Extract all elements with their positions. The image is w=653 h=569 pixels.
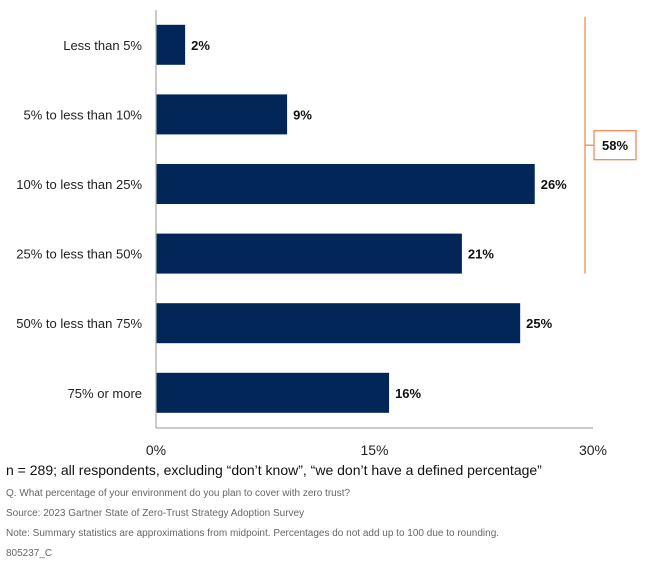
category-label: 50% to less than 75%	[16, 316, 142, 331]
bar	[156, 233, 462, 274]
value-label: 16%	[395, 386, 421, 401]
value-label: 21%	[468, 247, 494, 262]
annotation-bracket: 58%	[584, 16, 637, 274]
category-label: Less than 5%	[63, 38, 142, 53]
x-tick-label: 0%	[146, 442, 166, 458]
category-label: 25% to less than 50%	[16, 247, 142, 262]
bar-chart: Less than 5% 2% 5% to less than 10% 9% 10% t…	[16, 10, 637, 458]
value-label: 9%	[293, 107, 312, 122]
x-tick-labels: 0% 15% 30%	[146, 442, 607, 458]
bar-group: 10% to less than 25% 26%	[16, 164, 567, 204]
category-label: 75% or more	[68, 386, 142, 401]
category-label: 5% to less than 10%	[23, 107, 142, 122]
value-label: 25%	[526, 316, 552, 331]
bar	[156, 164, 535, 204]
sample-size-note: n = 289; all respondents, excluding “don…	[6, 462, 542, 478]
bar	[156, 303, 521, 344]
x-tick-label: 15%	[360, 442, 388, 458]
source-note: Source: 2023 Gartner State of Zero-Trust…	[6, 508, 305, 519]
bar	[156, 372, 390, 413]
value-label: 26%	[541, 177, 567, 192]
survey-question-note: Q. What percentage of your environment d…	[6, 488, 351, 499]
bracket-label: 58%	[602, 138, 628, 153]
bar	[156, 94, 288, 135]
figure-id: 805237_C	[6, 548, 53, 559]
bar-group: 50% to less than 75% 25%	[16, 303, 553, 344]
bracket-label-box	[593, 130, 637, 161]
summary-note: Note: Summary statistics are approximati…	[6, 528, 500, 539]
bar-group: 25% to less than 50% 21%	[16, 233, 494, 274]
bar	[156, 24, 186, 65]
bar-group: 5% to less than 10% 9%	[23, 94, 312, 135]
bar-group: Less than 5% 2%	[63, 24, 210, 65]
bars-layer: Less than 5% 2% 5% to less than 10% 9% 10% t…	[16, 24, 567, 413]
bar-group: 75% or more 16%	[68, 372, 422, 413]
value-label: 2%	[191, 38, 210, 53]
category-label: 10% to less than 25%	[16, 177, 142, 192]
x-tick-label: 30%	[579, 442, 607, 458]
